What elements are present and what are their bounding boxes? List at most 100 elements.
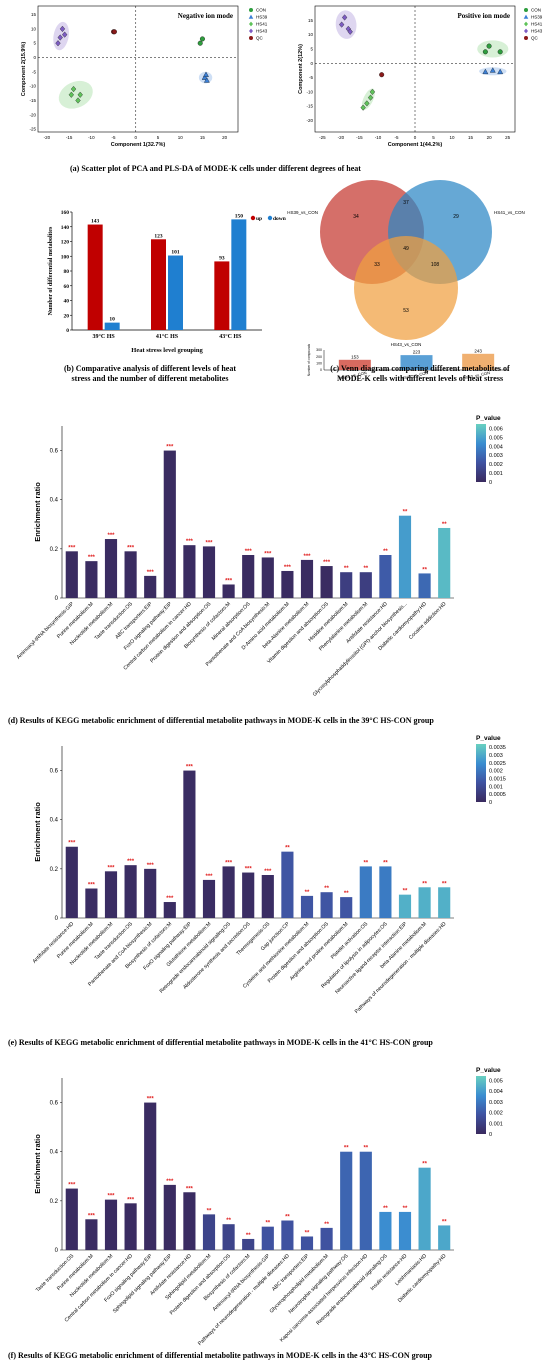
enrichment-bar bbox=[300, 1236, 314, 1250]
legend-label: HS39 bbox=[256, 15, 268, 20]
x-tick-label: -20 bbox=[338, 135, 345, 140]
x-tick-label: -10 bbox=[375, 135, 382, 140]
significance-stars: ** bbox=[383, 1206, 388, 1212]
legend-title: P_value bbox=[476, 1067, 501, 1074]
legend-label: down bbox=[273, 216, 286, 222]
y-axis-label: Enrichment ratio bbox=[33, 1134, 42, 1194]
enrichment-bar bbox=[242, 1238, 255, 1250]
x-tick-label: 5 bbox=[157, 135, 160, 140]
y-tick-label: 200 bbox=[316, 355, 322, 359]
enrichment-bar bbox=[65, 1188, 78, 1250]
y-tick-label: 0 bbox=[55, 1248, 59, 1254]
x-tick-label: 0 bbox=[135, 135, 138, 140]
enrichment-bar bbox=[124, 551, 137, 598]
category-label: HS41_vs_CON bbox=[401, 370, 429, 381]
x-tick-label: 10 bbox=[178, 135, 184, 140]
legend-tick-label: 0.002 bbox=[489, 1111, 503, 1117]
venn-set-label: HS41_vs_CON bbox=[494, 210, 525, 215]
legend-marker bbox=[524, 28, 528, 34]
confidence-ellipse bbox=[477, 40, 509, 58]
y-axis-label: Component 2(12%) bbox=[298, 44, 304, 94]
enrichment-bar bbox=[183, 1192, 196, 1250]
bar-value-label: 143 bbox=[91, 219, 100, 225]
enrichment-bar bbox=[438, 527, 451, 598]
data-point bbox=[347, 28, 353, 35]
y-tick-label: 140 bbox=[61, 225, 70, 231]
enrichment-bar bbox=[438, 1225, 451, 1250]
enrichment-bar bbox=[144, 868, 157, 918]
significance-stars: ** bbox=[207, 1208, 212, 1214]
enrichment-bar bbox=[418, 887, 431, 918]
data-point bbox=[489, 67, 496, 73]
legend-tick-label: 0.006 bbox=[489, 426, 503, 432]
significance-stars: ** bbox=[305, 890, 310, 896]
legend-tick-label: 0.0025 bbox=[489, 761, 506, 767]
enrichment-bar bbox=[242, 872, 255, 918]
ion-mode-label: Positive ion mode bbox=[458, 12, 511, 20]
venn-circle-hs43 bbox=[354, 236, 458, 340]
significance-stars: ** bbox=[324, 1222, 329, 1228]
significance-stars: ** bbox=[285, 1215, 290, 1221]
data-point bbox=[68, 91, 74, 98]
significance-stars: ** bbox=[383, 860, 388, 866]
y-tick-label: -5 bbox=[32, 69, 36, 74]
bar-value-label: 243 bbox=[474, 348, 482, 353]
enrichment-bar bbox=[163, 902, 176, 918]
significance-stars: *** bbox=[166, 1179, 174, 1185]
pathway-label: Purine metabolism:M bbox=[56, 921, 95, 960]
confidence-ellipse bbox=[335, 10, 357, 39]
data-point bbox=[111, 29, 117, 35]
enrichment-bar bbox=[144, 1102, 157, 1250]
enrichment-bar bbox=[163, 450, 176, 598]
legend-color-bar bbox=[476, 424, 486, 482]
y-tick-label: -20 bbox=[306, 118, 313, 123]
significance-stars: ** bbox=[422, 881, 427, 887]
x-tick-label: -5 bbox=[394, 135, 398, 140]
legend-tick-label: 0.002 bbox=[489, 769, 503, 775]
legend-marker bbox=[267, 215, 273, 221]
positive-ion-scatter: -25 -20 -15 -10 -5 0 5 10 15 20 25 15 10 5 0 -5 -10 -15 -2… bbox=[298, 5, 543, 148]
y-tick-label: -15 bbox=[306, 104, 313, 109]
enrichment-bar bbox=[320, 566, 333, 598]
data-point bbox=[203, 77, 210, 83]
enrichment-bar bbox=[85, 888, 98, 918]
x-tick-label: -5 bbox=[112, 135, 116, 140]
data-point bbox=[55, 40, 61, 47]
data-point bbox=[62, 31, 68, 38]
enrichment-bar bbox=[300, 895, 314, 918]
significance-stars: *** bbox=[147, 570, 155, 576]
significance-stars: *** bbox=[225, 860, 233, 866]
y-tick-label: 80 bbox=[64, 269, 70, 275]
data-point bbox=[341, 14, 348, 21]
significance-stars: *** bbox=[68, 841, 76, 847]
enrichment-bar bbox=[222, 584, 235, 598]
x-tick-label: 15 bbox=[200, 135, 206, 140]
legend-tick-label: 0.001 bbox=[489, 471, 503, 477]
enrichment-bar bbox=[320, 892, 333, 918]
venn-region-count: 53 bbox=[403, 308, 409, 314]
caption-c: (c) Venn diagram comparing different met… bbox=[290, 364, 550, 384]
x-axis-label: Heat stress level grouping bbox=[131, 347, 203, 354]
significance-stars: *** bbox=[166, 896, 174, 902]
significance-stars: *** bbox=[147, 863, 155, 869]
y-tick-label: 60 bbox=[64, 284, 70, 290]
x-tick-label: -20 bbox=[44, 135, 51, 140]
legend-label: HS41 bbox=[531, 22, 543, 27]
legend-marker bbox=[249, 28, 253, 34]
legend-label: up bbox=[256, 216, 262, 222]
y-axis-label: Component 2(15.9%) bbox=[21, 42, 27, 97]
significance-stars: ** bbox=[422, 1162, 427, 1168]
enrichment-bar bbox=[144, 575, 157, 598]
significance-stars: *** bbox=[225, 578, 233, 584]
x-axis-label: Component 1(32.7%) bbox=[111, 142, 166, 148]
venn-set-label: HS43_vs_CON bbox=[391, 342, 422, 347]
enrichment-bar bbox=[340, 572, 353, 598]
significance-stars: *** bbox=[88, 1213, 96, 1219]
significance-stars: *** bbox=[68, 1183, 76, 1189]
x-tick-label: -10 bbox=[88, 135, 95, 140]
bar-up bbox=[87, 224, 103, 330]
significance-stars: *** bbox=[323, 560, 331, 566]
legend-marker bbox=[523, 14, 529, 19]
category-label: 41°C HS bbox=[156, 333, 179, 340]
